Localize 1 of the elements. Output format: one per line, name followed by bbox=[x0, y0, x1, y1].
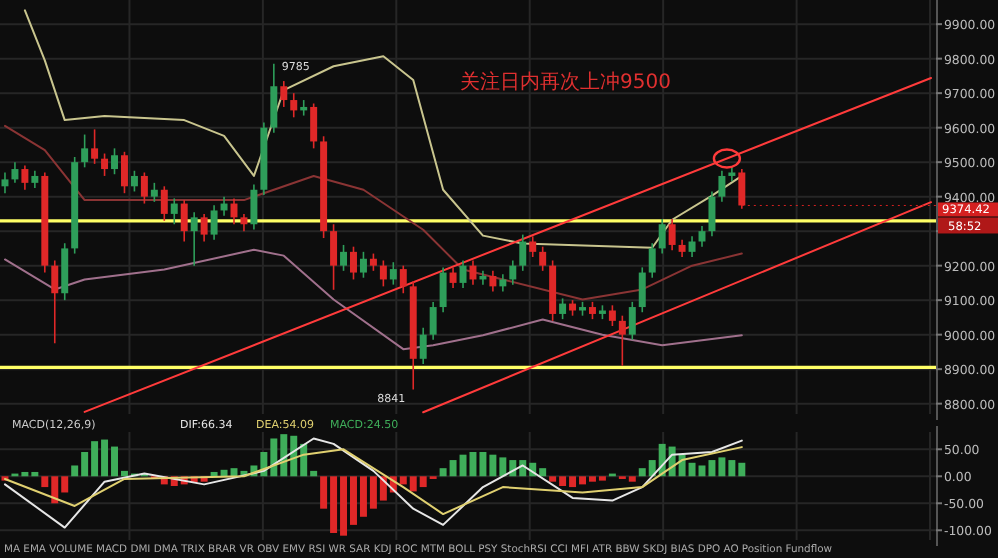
text: 关注日内再次上冲9500 bbox=[460, 70, 671, 94]
